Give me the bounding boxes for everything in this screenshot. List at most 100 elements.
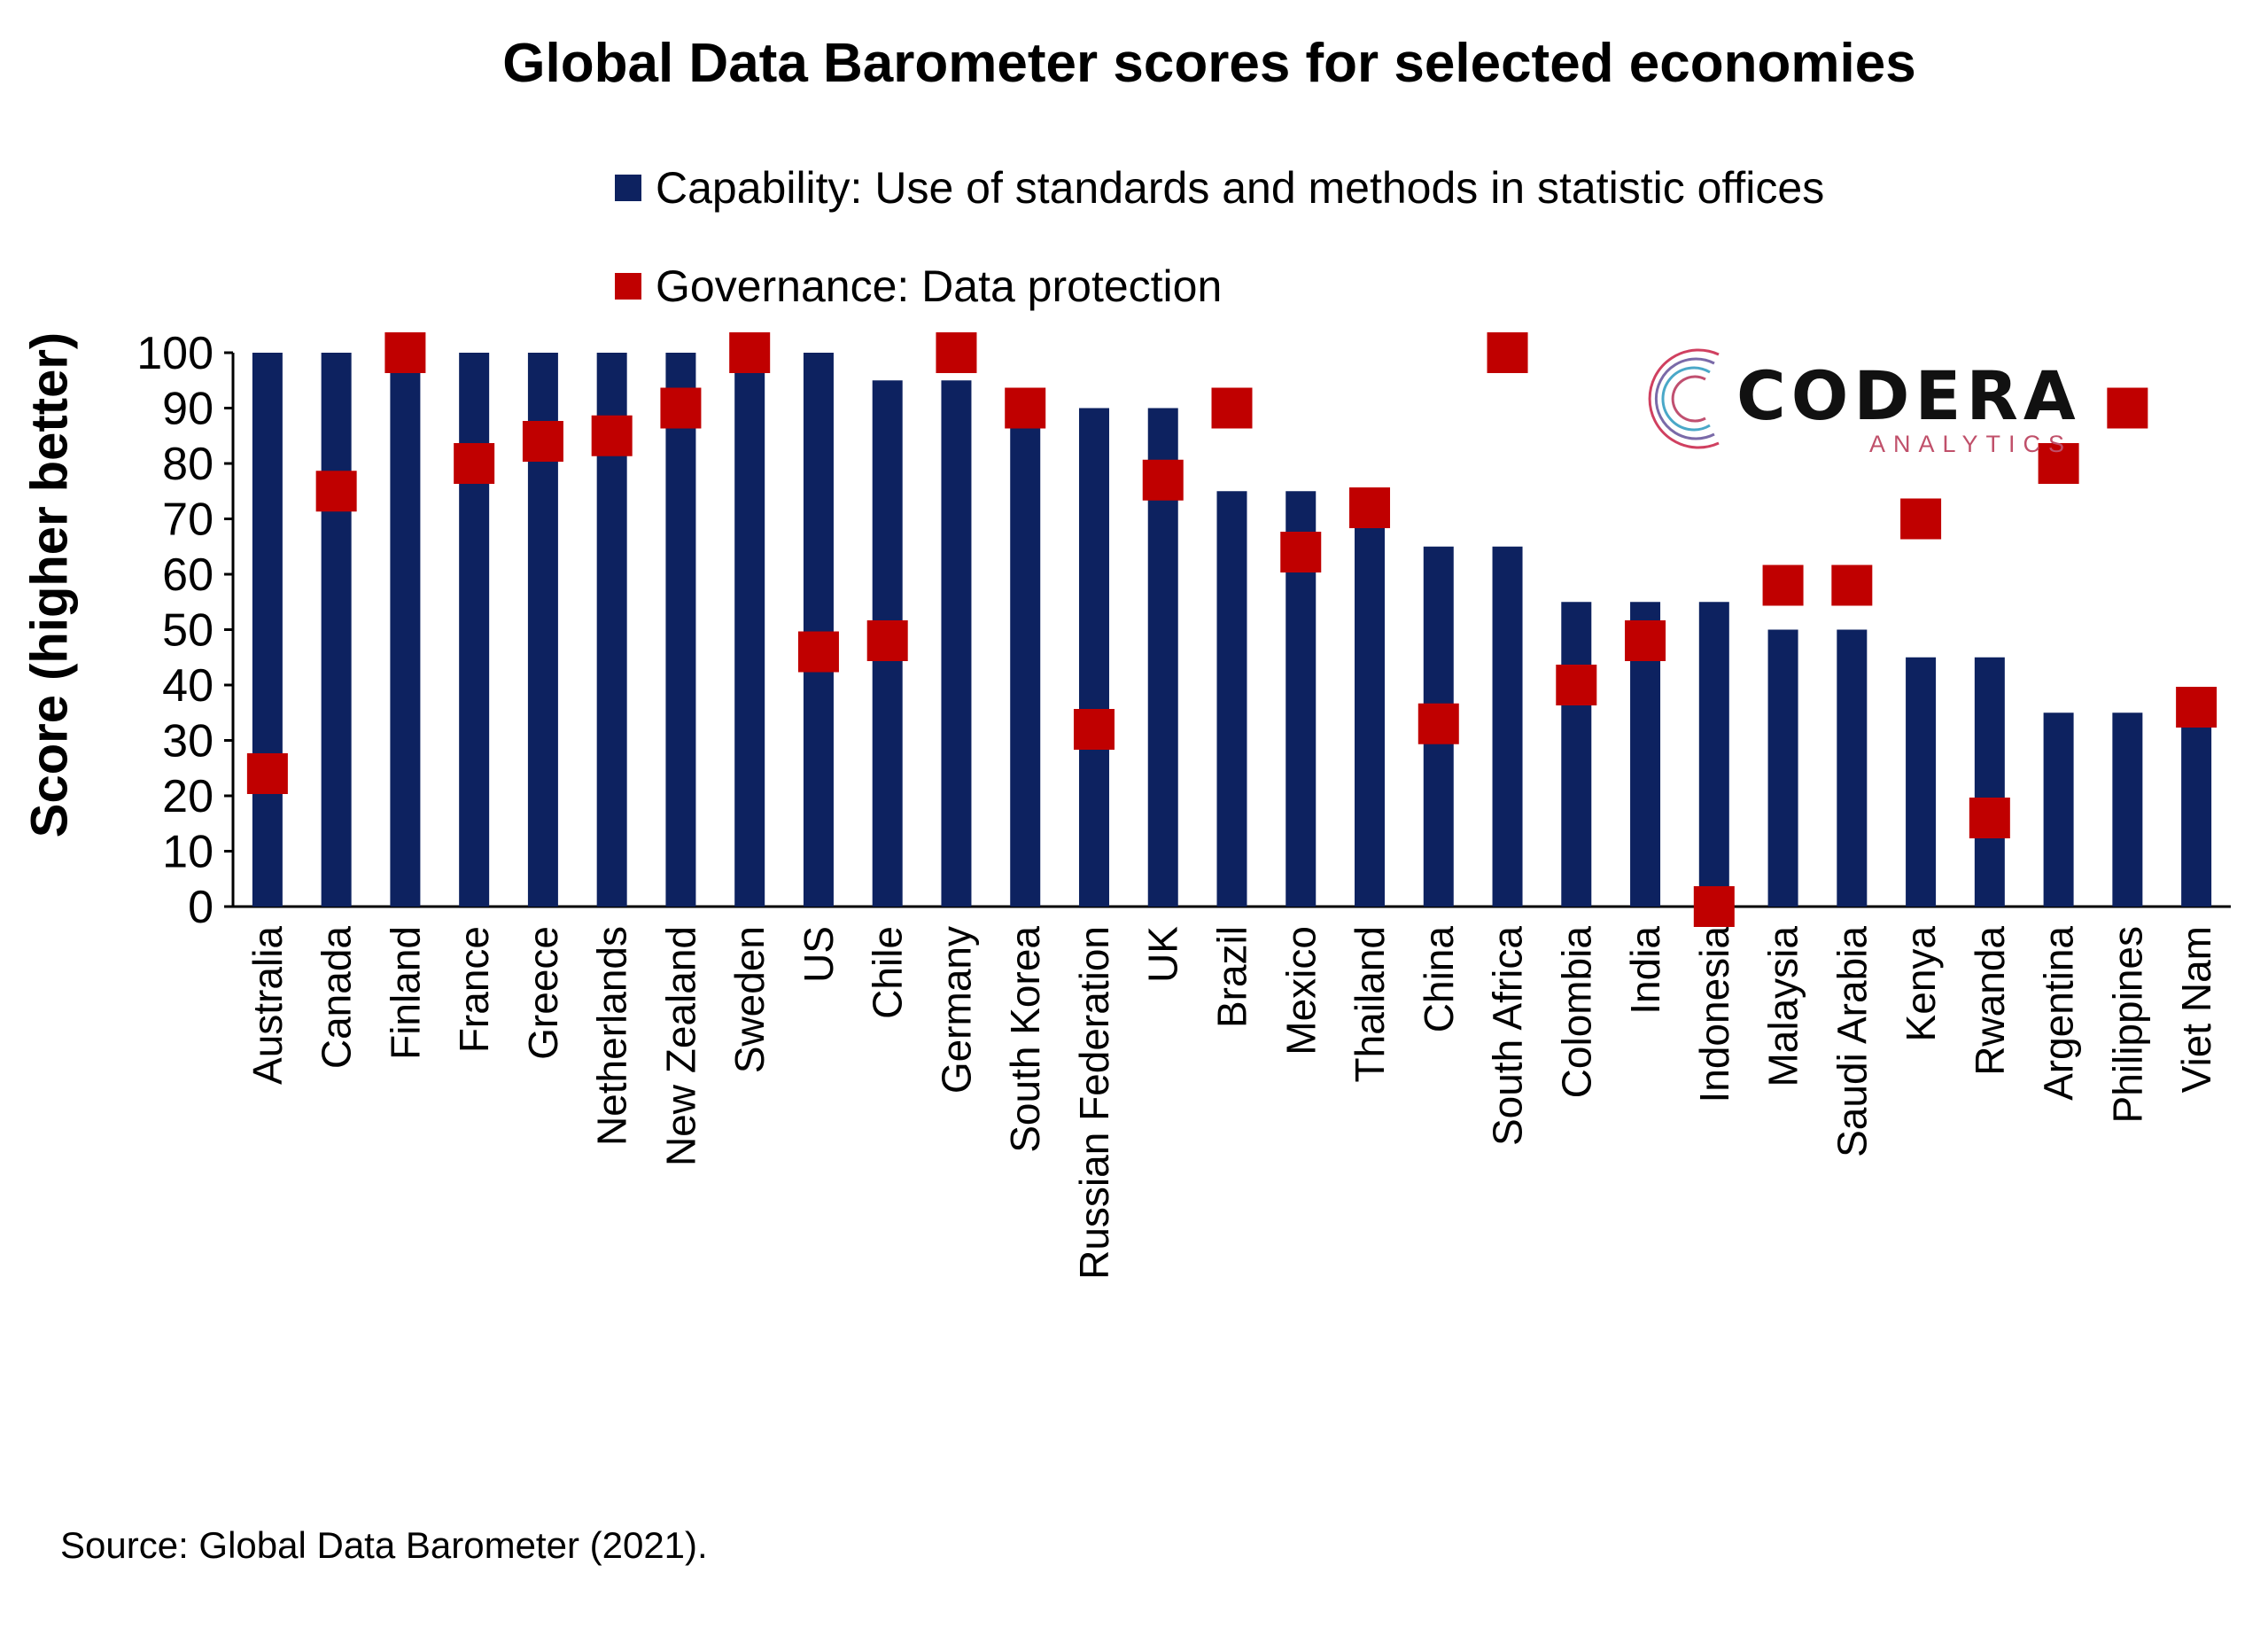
marker-point (246, 753, 288, 794)
marker-point (454, 443, 495, 484)
legend-item-governance: Governance: Data protection (615, 261, 1222, 312)
bar (1010, 408, 1041, 907)
y-tick-label: 80 (162, 439, 214, 490)
y-tick-label: 50 (162, 605, 214, 657)
x-tick-label: Philippines (2104, 926, 2150, 1123)
x-tick-label: Russian Federation (1071, 926, 1117, 1280)
bar (803, 353, 834, 907)
marker-point (315, 471, 357, 512)
marker-point (1900, 498, 1942, 540)
y-tick-label: 0 (188, 882, 214, 933)
y-tick-label: 40 (162, 660, 214, 712)
marker-point (1693, 886, 1735, 927)
marker-point (591, 415, 633, 456)
logo-mark-icon (1648, 348, 1720, 449)
marker-point (866, 620, 908, 661)
y-tick-label: 70 (162, 494, 214, 546)
marker-point (729, 332, 771, 373)
x-tick-label: Mexico (1278, 926, 1324, 1055)
x-tick-label: Greece (520, 926, 566, 1060)
x-tick-label: India (1622, 926, 1668, 1015)
x-tick-label: US (796, 926, 842, 983)
marker-point (660, 387, 702, 429)
bar (734, 353, 765, 907)
bar (1974, 657, 2005, 907)
marker-point (1625, 620, 1666, 661)
bar (1906, 657, 1937, 907)
y-tick-label: 20 (162, 771, 214, 822)
x-tick-label: Canada (314, 926, 360, 1070)
chart-title: Global Data Barometer scores for selecte… (502, 33, 1916, 94)
legend-swatch-governance (615, 273, 641, 300)
x-tick-label: Rwanda (1967, 926, 2013, 1076)
x-tick-label: Argentina (2036, 926, 2082, 1101)
marker-point (2038, 443, 2079, 484)
bar (390, 353, 421, 907)
y-tick-label: 60 (162, 549, 214, 601)
x-tick-label: Indonesia (1691, 926, 1737, 1103)
x-tick-label: Netherlands (589, 926, 635, 1146)
bar (1767, 629, 1798, 907)
x-tick-label: South Africa (1485, 926, 1531, 1146)
y-tick-label: 30 (162, 716, 214, 767)
marker-point (1211, 387, 1253, 429)
bar (459, 353, 490, 907)
marker-point (1762, 565, 1804, 606)
source-note: Source: Global Data Barometer (2021). (60, 1524, 708, 1566)
y-tick-label: 90 (162, 384, 214, 435)
marker-point (1418, 703, 1459, 744)
legend-item-capability: Capability: Use of standards and methods… (615, 162, 1824, 214)
x-tick-label: Malaysia (1760, 926, 1806, 1087)
marker-point (797, 631, 839, 673)
x-tick-label: France (451, 926, 497, 1053)
bar (1078, 408, 1109, 907)
bar (665, 353, 696, 907)
bar (941, 380, 972, 907)
marker-point (1349, 487, 1391, 528)
x-tick-label: Chile (865, 926, 911, 1019)
logo-wordmark: CODERA (1736, 356, 2081, 435)
legend-label-governance: Governance: Data protection (656, 261, 1223, 311)
y-tick-label: 10 (162, 827, 214, 878)
bar (2112, 712, 2143, 907)
x-tick-label: Colombia (1553, 926, 1599, 1099)
marker-point (1556, 665, 1597, 705)
x-tick-label: Viet Nam (2173, 926, 2219, 1093)
marker-point (1073, 709, 1115, 750)
x-tick-label: Brazil (1209, 926, 1255, 1028)
legend-label-capability: Capability: Use of standards and methods… (656, 163, 1825, 213)
logo-subtitle: ANALYTICS (1869, 431, 2073, 457)
marker-point (2107, 387, 2148, 429)
bar (1355, 518, 1386, 907)
marker-point (1280, 532, 1322, 572)
x-tick-label: Sweden (726, 926, 773, 1073)
x-tick-label: Kenya (1898, 926, 1944, 1042)
x-tick-label: South Korea (1002, 926, 1048, 1153)
bar (252, 353, 283, 907)
x-tick-label: Australia (245, 926, 291, 1085)
x-tick-label: New Zealand (657, 926, 703, 1166)
marker-point (384, 332, 426, 373)
y-tick-label: 100 (136, 328, 214, 379)
marker-point (1969, 798, 2010, 838)
bar (1216, 491, 1247, 907)
bar (2043, 712, 2074, 907)
x-tick-label: Thailand (1347, 926, 1393, 1082)
bar (2181, 712, 2212, 907)
marker-point (1142, 459, 1184, 501)
codera-logo: CODERA ANALYTICS (1630, 328, 2076, 470)
x-tick-label: UK (1140, 926, 1186, 983)
x-tick-label: China (1416, 926, 1462, 1033)
marker-point (1487, 332, 1528, 373)
x-tick-label: Finland (382, 926, 428, 1060)
marker-point (1005, 387, 1046, 429)
bar (1698, 602, 1729, 907)
bar (321, 353, 352, 907)
legend-swatch-capability (615, 175, 641, 201)
bar (1492, 546, 1523, 907)
x-tick-label: Saudi Arabia (1829, 926, 1875, 1157)
marker-point (2176, 687, 2218, 728)
marker-point (1831, 565, 1873, 606)
x-tick-label: Germany (933, 926, 979, 1094)
